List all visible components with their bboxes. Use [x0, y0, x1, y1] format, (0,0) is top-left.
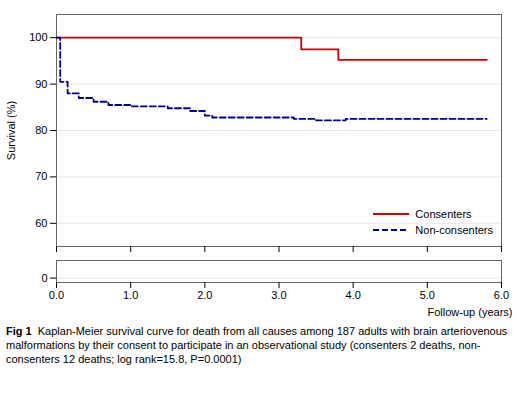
- svg-text:3.0: 3.0: [271, 289, 286, 301]
- svg-text:80: 80: [35, 124, 47, 136]
- svg-text:0.0: 0.0: [49, 289, 64, 301]
- svg-text:6.0: 6.0: [494, 289, 509, 301]
- svg-text:5.0: 5.0: [420, 289, 435, 301]
- html-text:Consenters: Consenters: [415, 208, 472, 220]
- svg-text:Follow-up (years): Follow-up (years): [428, 306, 513, 318]
- svg-text:1.0: 1.0: [123, 289, 138, 301]
- html-text:Fig 1 Kaplan-Meier survival cu: Fig 1 Kaplan-Meier survival curve for de…: [6, 325, 508, 365]
- html-text:Non-consenters: Non-consenters: [415, 224, 493, 236]
- svg-text:70: 70: [35, 170, 47, 182]
- svg-text:Survival (%): Survival (%): [5, 101, 17, 160]
- svg-text:4.0: 4.0: [346, 289, 361, 301]
- svg-text:90: 90: [35, 78, 47, 90]
- svg-text:100: 100: [29, 31, 47, 43]
- svg-text:60: 60: [35, 217, 47, 229]
- svg-text:2.0: 2.0: [197, 289, 212, 301]
- svg-text:0: 0: [41, 272, 47, 284]
